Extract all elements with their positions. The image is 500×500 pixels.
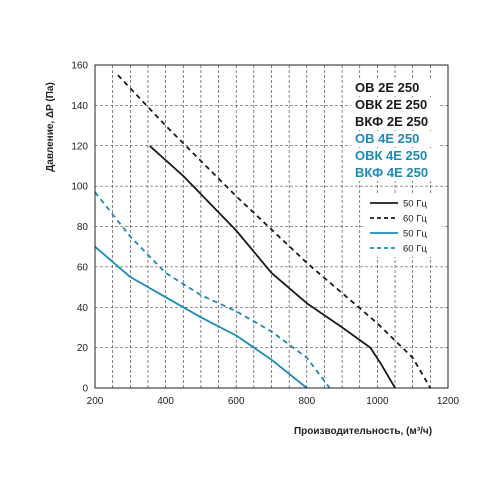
- ticks: 200 400 600 800 1000 1200 0 20 40 60 80 100 120 140 16…: [71, 61, 459, 408]
- y-tick-label: 140: [71, 101, 88, 112]
- x-tick-label: 1000: [366, 396, 389, 407]
- plot-frame: [94, 64, 449, 389]
- model-label: ВКФ 4Е 250: [355, 165, 428, 180]
- y-tick-label: 100: [71, 182, 88, 193]
- series-line: [94, 246, 308, 389]
- x-axis-title: Производительность, (м³/ч): [294, 426, 432, 437]
- model-labels: ОВ 2Е 250 ОВК 2Е 250 ВКФ 2Е 250 ОВ 4Е 250 ОВ…: [351, 80, 439, 181]
- model-label: ОВ 2Е 250: [355, 80, 419, 95]
- series-line: [94, 191, 331, 389]
- y-tick-label: 120: [71, 141, 88, 152]
- legend-label: 50 Гц: [403, 199, 427, 210]
- legend-label: 50 Гц: [403, 229, 427, 240]
- model-label-background: [351, 80, 439, 96]
- model-label: ОВК 2Е 250: [355, 97, 427, 112]
- model-label: ВКФ 2Е 250: [355, 114, 428, 129]
- legend: 50 Гц 60 Гц 50 Гц 60 Гц: [364, 193, 442, 257]
- series-group: [94, 74, 432, 389]
- x-tick-label: 600: [228, 396, 245, 407]
- y-tick-label: 40: [77, 303, 89, 314]
- model-label-background: [351, 131, 439, 147]
- y-tick-label: 80: [77, 222, 89, 233]
- y-tick-label: 60: [77, 262, 89, 273]
- model-label: ОВК 4Е 250: [355, 148, 427, 163]
- model-label-background: [351, 97, 439, 113]
- x-tick-label: 1200: [437, 396, 460, 407]
- model-label-background: [351, 148, 439, 164]
- y-tick-label: 0: [82, 384, 88, 395]
- legend-label: 60 Гц: [403, 214, 427, 225]
- x-tick-label: 400: [157, 396, 174, 407]
- y-axis-title: Давление, ΔP (Па): [45, 82, 56, 172]
- model-label-background: [351, 165, 439, 181]
- y-tick-label: 20: [77, 343, 89, 354]
- legend-label: 60 Гц: [403, 244, 427, 255]
- series-line: [117, 74, 432, 389]
- model-label: ОВ 4Е 250: [355, 131, 419, 146]
- x-tick-label: 800: [298, 396, 315, 407]
- x-tick-label: 200: [87, 396, 104, 407]
- series-line: [149, 145, 396, 389]
- y-tick-label: 160: [71, 61, 88, 72]
- model-label-background: [351, 114, 439, 130]
